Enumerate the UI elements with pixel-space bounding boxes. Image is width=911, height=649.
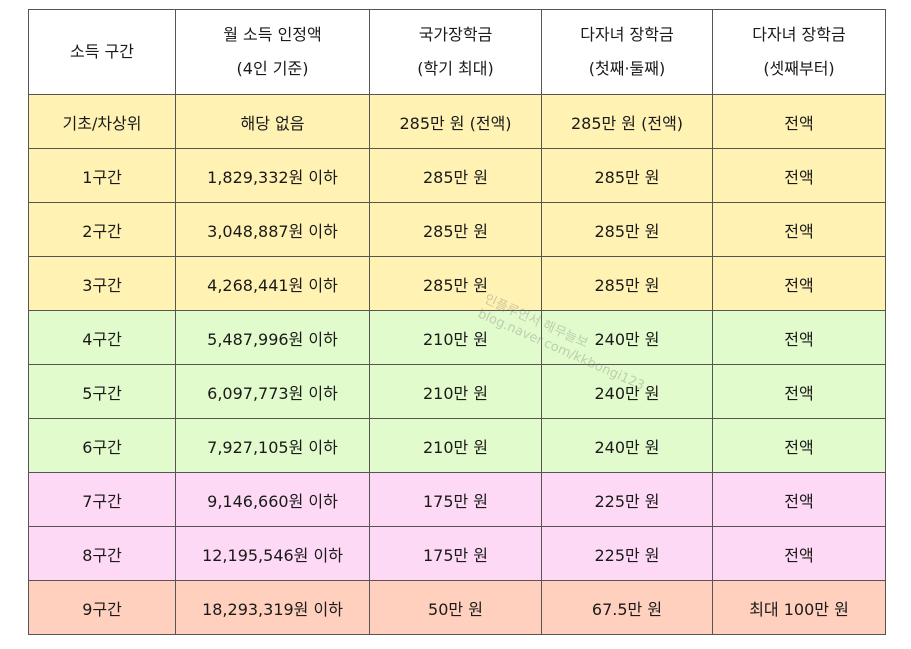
cell-multi12: 285만 원 — [541, 256, 713, 311]
table-row: 4구간 5,487,996원 이하 210만 원 240만 원 전액 — [28, 310, 886, 365]
cell-multi3: 최대 100만 원 — [712, 580, 886, 635]
cell-multi12: 285만 원 — [541, 202, 713, 257]
cell-national: 285만 원 — [369, 148, 542, 203]
cell-multi3: 전액 — [712, 472, 886, 527]
table-row: 2구간 3,048,887원 이하 285만 원 285만 원 전액 — [28, 202, 886, 257]
cell-tier: 7구간 — [28, 472, 176, 527]
cell-income: 12,195,546원 이하 — [175, 526, 370, 581]
cell-income: 해당 없음 — [175, 94, 370, 149]
scholarship-table: 소득 구간 월 소득 인정액 (4인 기준) 국가장학금 (학기 최대) 다자녀 장… — [28, 9, 886, 635]
cell-multi12: 285만 원 — [541, 148, 713, 203]
cell-multi3: 전액 — [712, 364, 886, 419]
cell-multi3: 전액 — [712, 310, 886, 365]
cell-income: 9,146,660원 이하 — [175, 472, 370, 527]
cell-multi3: 전액 — [712, 94, 886, 149]
cell-multi3: 전액 — [712, 526, 886, 581]
table-row: 9구간 18,293,319원 이하 50만 원 67.5만 원 최대 100만… — [28, 580, 886, 635]
header-income-tier: 소득 구간 — [28, 9, 176, 95]
cell-tier: 3구간 — [28, 256, 176, 311]
cell-tier: 8구간 — [28, 526, 176, 581]
cell-tier: 기초/차상위 — [28, 94, 176, 149]
cell-national: 285만 원 — [369, 202, 542, 257]
cell-multi3: 전액 — [712, 148, 886, 203]
header-multi-child-1-2: 다자녀 장학금 (첫째·둘째) — [541, 9, 713, 95]
header-monthly-income: 월 소득 인정액 (4인 기준) — [175, 9, 370, 95]
cell-multi12: 225만 원 — [541, 472, 713, 527]
cell-national: 285만 원 (전액) — [369, 94, 542, 149]
cell-national: 210만 원 — [369, 418, 542, 473]
header-row: 소득 구간 월 소득 인정액 (4인 기준) 국가장학금 (학기 최대) 다자녀 장… — [28, 9, 886, 95]
cell-national: 285만 원 — [369, 256, 542, 311]
cell-tier: 5구간 — [28, 364, 176, 419]
cell-multi3: 전액 — [712, 256, 886, 311]
cell-income: 1,829,332원 이하 — [175, 148, 370, 203]
table-row: 1구간 1,829,332원 이하 285만 원 285만 원 전액 — [28, 148, 886, 203]
header-multi-child-3plus: 다자녀 장학금 (셋째부터) — [712, 9, 886, 95]
cell-national: 210만 원 — [369, 310, 542, 365]
cell-multi12: 225만 원 — [541, 526, 713, 581]
cell-tier: 2구간 — [28, 202, 176, 257]
cell-income: 18,293,319원 이하 — [175, 580, 370, 635]
cell-income: 7,927,105원 이하 — [175, 418, 370, 473]
table-row: 8구간 12,195,546원 이하 175만 원 225만 원 전액 — [28, 526, 886, 581]
cell-income: 3,048,887원 이하 — [175, 202, 370, 257]
table-row: 5구간 6,097,773원 이하 210만 원 240만 원 전액 — [28, 364, 886, 419]
cell-multi12: 67.5만 원 — [541, 580, 713, 635]
cell-multi3: 전액 — [712, 202, 886, 257]
cell-national: 210만 원 — [369, 364, 542, 419]
cell-national: 50만 원 — [369, 580, 542, 635]
cell-multi12: 240만 원 — [541, 310, 713, 365]
cell-tier: 1구간 — [28, 148, 176, 203]
header-national-scholarship: 국가장학금 (학기 최대) — [369, 9, 542, 95]
cell-multi12: 285만 원 (전액) — [541, 94, 713, 149]
cell-tier: 9구간 — [28, 580, 176, 635]
table-row: 기초/차상위 해당 없음 285만 원 (전액) 285만 원 (전액) 전액 — [28, 94, 886, 149]
cell-income: 6,097,773원 이하 — [175, 364, 370, 419]
cell-tier: 6구간 — [28, 418, 176, 473]
cell-multi12: 240만 원 — [541, 418, 713, 473]
table-row: 7구간 9,146,660원 이하 175만 원 225만 원 전액 — [28, 472, 886, 527]
cell-national: 175만 원 — [369, 472, 542, 527]
table-row: 6구간 7,927,105원 이하 210만 원 240만 원 전액 — [28, 418, 886, 473]
table-row: 3구간 4,268,441원 이하 285만 원 285만 원 전액 — [28, 256, 886, 311]
cell-multi12: 240만 원 — [541, 364, 713, 419]
cell-multi3: 전액 — [712, 418, 886, 473]
cell-income: 5,487,996원 이하 — [175, 310, 370, 365]
cell-national: 175만 원 — [369, 526, 542, 581]
cell-income: 4,268,441원 이하 — [175, 256, 370, 311]
cell-tier: 4구간 — [28, 310, 176, 365]
